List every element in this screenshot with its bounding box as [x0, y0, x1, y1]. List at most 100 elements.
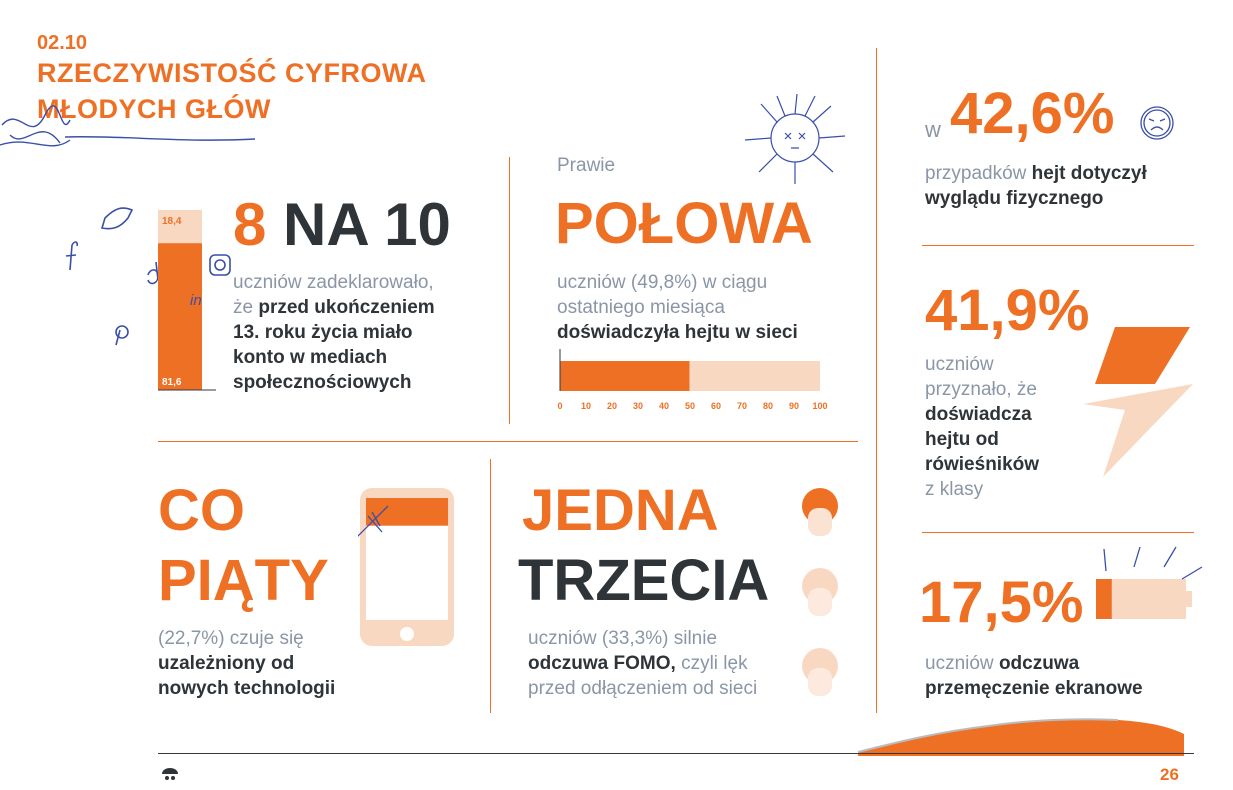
desc-grey: z klasy	[925, 479, 984, 500]
stat-8na10-description: uczniów zadeklarowało, że przed ukończen…	[233, 270, 473, 395]
desc-bold: doświadcza	[925, 404, 1032, 425]
scribble	[358, 505, 389, 537]
stat-419-description: uczniów przyznało, że doświadcza hejtu o…	[925, 352, 1085, 502]
horizontal-bar-chart: 0 10 20 30 40 50 60 70 80 90 100	[557, 349, 828, 411]
section-number: 02.10	[37, 32, 88, 54]
bar-data-label: 18,4	[162, 216, 182, 227]
battery-level	[1096, 579, 1112, 619]
instagram-icon	[209, 254, 231, 276]
desc-grey: uczniów	[925, 354, 994, 375]
bar-segment	[158, 210, 202, 244]
divider	[922, 245, 1194, 246]
twitter-icon	[100, 207, 134, 230]
stat-175-description: uczniów odczuwa przemęczenie ekranowe	[925, 651, 1195, 701]
desc-bold: doświadczyła hejtu w sieci	[557, 322, 798, 343]
desc-grey: uczniów zadeklarowało,	[233, 272, 434, 293]
stat-copiaty-headline-line2: PIĄTY	[158, 548, 329, 613]
person-face	[808, 588, 832, 616]
desc-bold: odczuwa	[998, 653, 1080, 674]
bar-value	[560, 361, 690, 391]
lightning-bolt-icon	[1083, 327, 1193, 477]
desc-grey: uczniów (49,8%) w ciągu	[557, 272, 768, 293]
scribble-decoration	[0, 105, 256, 147]
stacked-bar-chart: 81,6 18,4	[158, 210, 216, 391]
battery-tip	[1186, 591, 1192, 607]
desc-grey: uczniów (33,3%) silnie	[528, 628, 718, 649]
logo-icon	[162, 768, 178, 780]
stat-polowa-description: uczniów (49,8%) w ciągu ostatniego miesi…	[557, 270, 857, 345]
facebook-icon	[65, 241, 78, 271]
desc-bold: rówieśników	[925, 454, 1040, 475]
desc-bold: hejtu od	[925, 429, 999, 450]
footer-rule	[158, 753, 1194, 754]
divider	[490, 459, 491, 713]
tick-label: 100	[812, 401, 827, 411]
desc-bold: przemęczenie ekranowe	[925, 678, 1143, 699]
tick-label: 40	[659, 401, 669, 411]
phone-fill-chart	[358, 488, 454, 646]
divider	[158, 441, 858, 442]
bar-segment	[158, 243, 202, 390]
desc-bold: 13. roku życia miało	[233, 322, 413, 343]
tick-label: 80	[763, 401, 773, 411]
linkedin-icon: in	[190, 292, 202, 309]
desc-grey: ostatniego miesiąca	[557, 297, 725, 318]
page-title-line2: MŁODYCH GŁÓW	[37, 94, 271, 124]
desc-bold: konto w mediach	[233, 347, 388, 368]
stat-419-headline: 41,9%	[925, 278, 1090, 343]
page-title-line1: RZECZYWISTOŚĆ CYFROWA	[37, 58, 427, 88]
tick-label: 70	[737, 401, 747, 411]
desc-bold: hejt dotyczył	[1031, 163, 1147, 184]
stat-jednatrzecia-headline-line2: TRZECIA	[518, 548, 770, 613]
stat-426-prefix: w	[925, 117, 941, 142]
desc-grey: że	[233, 297, 254, 318]
scribble	[1103, 546, 1203, 580]
stat-jednatrzecia-headline-line1: JEDNA	[522, 478, 719, 543]
desc-grey: przypadków	[925, 163, 1027, 184]
angry-face-icon	[1140, 106, 1174, 140]
desc-grey: uczniów	[925, 653, 994, 674]
stat-8na10-headline: 8 NA 10	[233, 195, 451, 255]
pinterest-icon	[115, 325, 129, 339]
stat-426-headline: 42,6%	[950, 81, 1115, 146]
desc-bold: uzależniony od	[158, 653, 295, 674]
page-number: 26	[1160, 765, 1179, 784]
tick-label: 20	[607, 401, 617, 411]
person-face	[808, 508, 832, 536]
bar-data-label: 81,6	[162, 377, 182, 388]
stat-426-description: przypadków hejt dotyczył wyglądu fizyczn…	[925, 161, 1195, 211]
phone-fill	[366, 498, 448, 526]
tick-label: 0	[557, 401, 562, 411]
torn-paper-decoration	[858, 718, 1184, 756]
stat-175-headline: 17,5%	[919, 570, 1084, 635]
stat-8na10-number: 8	[233, 191, 267, 258]
tick-label: 30	[633, 401, 643, 411]
tick-label: 90	[789, 401, 799, 411]
phone-button	[400, 627, 414, 641]
divider	[509, 157, 510, 424]
tick-label: 50	[685, 401, 695, 411]
battery-chart	[1096, 546, 1203, 619]
tick-label: 10	[581, 401, 591, 411]
stat-8na10-suffix: NA 10	[283, 191, 451, 258]
desc-bold: nowych technologii	[158, 678, 336, 699]
desc-bold: społecznościowych	[233, 372, 412, 393]
stat-polowa-headline: POŁOWA	[555, 191, 813, 256]
virus-scribble	[744, 93, 846, 184]
stat-jednatrzecia-description: uczniów (33,3%) silnie odczuwa FOMO, czy…	[528, 626, 818, 701]
desc-grey: (22,7%) czuje się	[158, 628, 304, 649]
desc-grey: czyli lęk	[681, 653, 748, 674]
desc-bold: wyglądu fizycznego	[925, 188, 1104, 209]
desc-grey: przyznało, że	[925, 379, 1037, 400]
desc-grey: przed odłączeniem od sieci	[528, 678, 758, 699]
desc-bold: odczuwa FOMO,	[528, 653, 676, 674]
person-face	[808, 668, 832, 696]
stat-copiaty-headline-line1: CO	[158, 478, 245, 543]
person-pictogram	[802, 488, 838, 696]
stat-copiaty-description: (22,7%) czuje się uzależniony od nowych …	[158, 626, 378, 701]
stat-polowa-prefix: Prawie	[557, 155, 616, 176]
divider	[922, 532, 1194, 533]
tick-label: 60	[711, 401, 721, 411]
divider	[876, 48, 877, 713]
desc-bold: przed ukończeniem	[258, 297, 435, 318]
